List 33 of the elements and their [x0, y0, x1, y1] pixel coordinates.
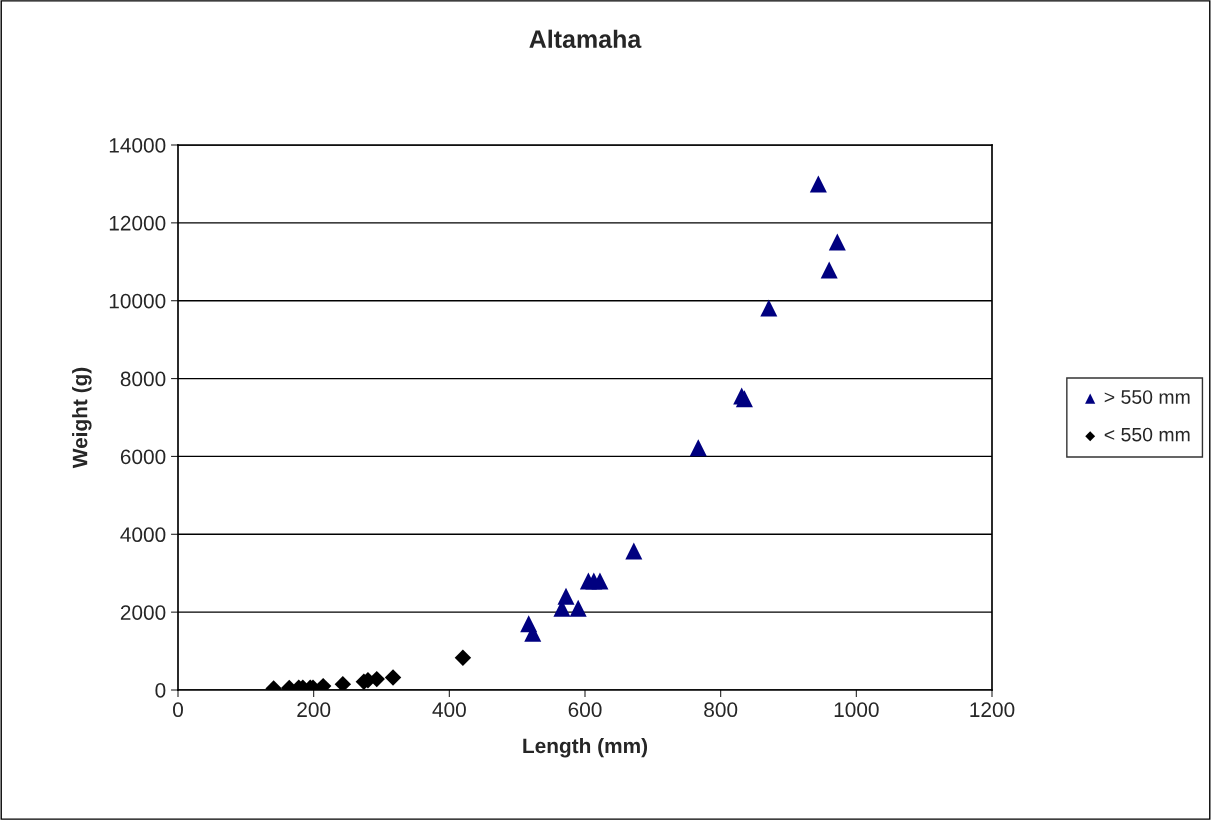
- point: [625, 542, 643, 560]
- point: [820, 261, 838, 279]
- point: [569, 599, 587, 617]
- point: [809, 175, 827, 193]
- point: [591, 572, 609, 590]
- x-tick-label: 200: [297, 702, 331, 718]
- y-tick-label: 4000: [120, 527, 166, 543]
- x-tick-label: 400: [432, 702, 466, 718]
- point: [524, 624, 542, 642]
- legend-label: < 550 mm: [1104, 427, 1190, 442]
- x-tick-label: 1000: [834, 702, 879, 718]
- legend-label: > 550 mm: [1104, 390, 1190, 404]
- y-tick-label: 2000: [120, 605, 166, 620]
- x-tick-label: 800: [704, 702, 738, 718]
- chart-title: Altamaha: [529, 29, 642, 49]
- x-tick-label: 0: [173, 702, 183, 718]
- point: [334, 675, 352, 690]
- x-tick-label: 1200: [970, 702, 1015, 718]
- y-tick-label: 12000: [109, 215, 166, 231]
- x-axis-title: Length (mm): [523, 737, 648, 758]
- point: [557, 587, 575, 605]
- y-tick-label: 8000: [120, 371, 166, 387]
- y-axis-title: Weight (g): [72, 367, 92, 469]
- point: [689, 439, 707, 457]
- point: [760, 299, 778, 317]
- y-tick-label: 10000: [109, 293, 166, 309]
- y-tick-label: 6000: [120, 449, 166, 465]
- y-tick-label: 14000: [109, 138, 166, 153]
- y-tick-label: 0: [155, 683, 166, 698]
- point: [828, 233, 846, 251]
- x-tick-label: 600: [568, 702, 602, 718]
- point: [454, 649, 472, 666]
- point: [384, 669, 402, 686]
